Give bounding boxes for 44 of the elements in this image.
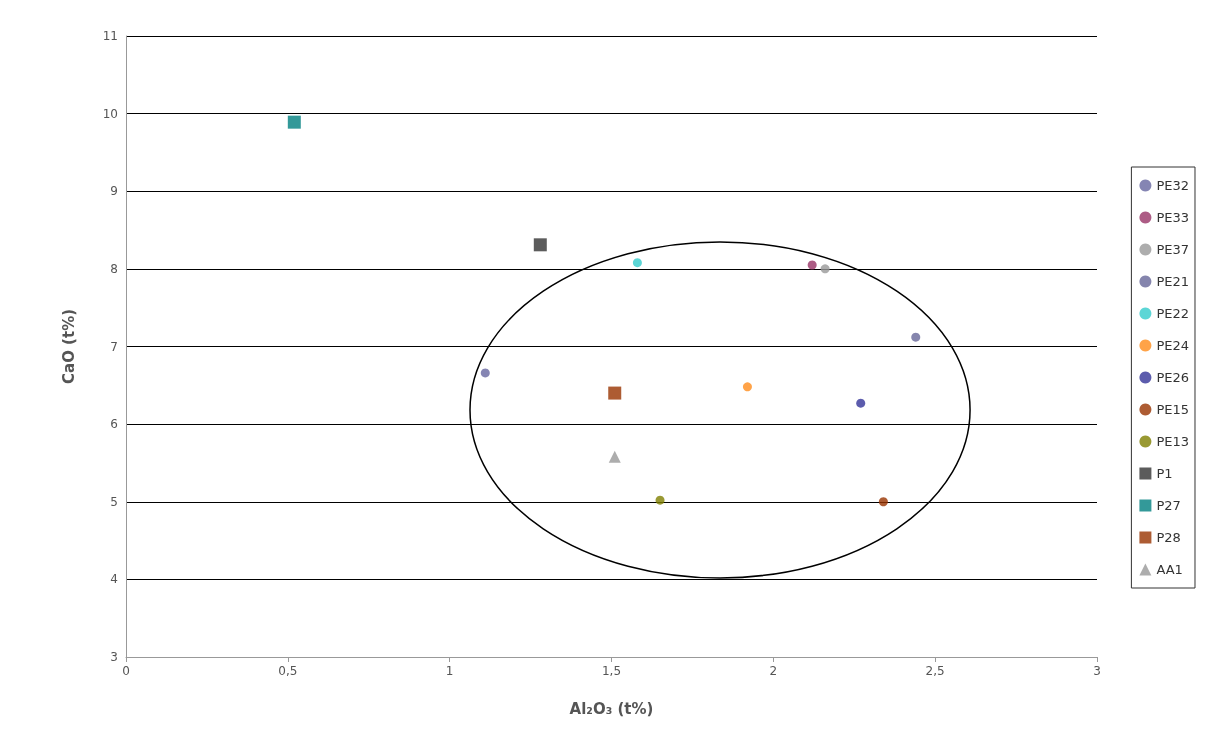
point xyxy=(632,258,642,268)
legend-label: P27 xyxy=(1156,498,1181,513)
y-axis-title: CaO (t%) xyxy=(59,308,78,385)
point xyxy=(608,450,621,463)
legend-label: PE15 xyxy=(1156,402,1190,417)
legend-label: PE13 xyxy=(1156,434,1190,449)
legend-label: PE24 xyxy=(1156,338,1190,353)
y-tick-label: 4 xyxy=(110,572,118,587)
point xyxy=(856,398,866,408)
point xyxy=(608,386,622,400)
y-tick-label: 7 xyxy=(110,339,118,354)
y-tick-label: 11 xyxy=(102,29,118,43)
point xyxy=(911,332,921,342)
y-tick-label: 5 xyxy=(110,494,118,509)
legend-label: PE37 xyxy=(1156,242,1190,257)
point xyxy=(533,238,547,252)
point xyxy=(655,495,665,505)
point xyxy=(807,260,817,270)
y-tick-label: 10 xyxy=(102,106,118,121)
legend-label: P28 xyxy=(1156,530,1181,545)
x-tick-label: 2 xyxy=(769,664,778,678)
legend-label: PE32 xyxy=(1156,178,1190,193)
x-tick-label: 3 xyxy=(1093,664,1101,678)
x-axis-title: Al₂O₃ (t%) xyxy=(569,699,654,718)
legend-label: AA1 xyxy=(1156,562,1183,577)
point xyxy=(480,368,490,378)
legend-label: PE22 xyxy=(1156,306,1190,321)
y-tick-label: 9 xyxy=(110,184,118,199)
x-tick-label: 2,5 xyxy=(925,664,945,678)
legend-label: PE33 xyxy=(1156,210,1190,225)
point xyxy=(287,115,301,129)
legend-label: PE21 xyxy=(1156,274,1190,289)
legend-label: P1 xyxy=(1156,466,1173,481)
point xyxy=(878,497,888,507)
point xyxy=(820,264,830,274)
legend-label: PE26 xyxy=(1156,370,1190,385)
point xyxy=(742,382,752,392)
x-tick-label: 1,5 xyxy=(601,664,622,678)
y-tick-label: 6 xyxy=(110,417,118,432)
x-tick-label: 0,5 xyxy=(278,664,298,678)
y-tick-label: 8 xyxy=(110,261,118,276)
x-tick-label: 0 xyxy=(122,664,130,678)
y-tick-label: 3 xyxy=(110,650,118,664)
x-tick-label: 1 xyxy=(445,664,454,678)
